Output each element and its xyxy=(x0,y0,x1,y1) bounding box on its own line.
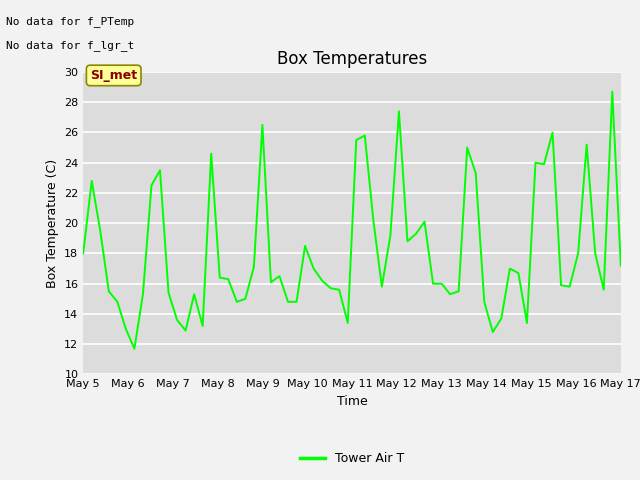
Text: No data for f_lgr_t: No data for f_lgr_t xyxy=(6,40,134,51)
Text: SI_met: SI_met xyxy=(90,69,137,82)
Y-axis label: Box Temperature (C): Box Temperature (C) xyxy=(45,158,58,288)
Legend: Tower Air T: Tower Air T xyxy=(295,447,409,470)
X-axis label: Time: Time xyxy=(337,395,367,408)
Text: No data for f_PTemp: No data for f_PTemp xyxy=(6,16,134,27)
Title: Box Temperatures: Box Temperatures xyxy=(277,49,427,68)
